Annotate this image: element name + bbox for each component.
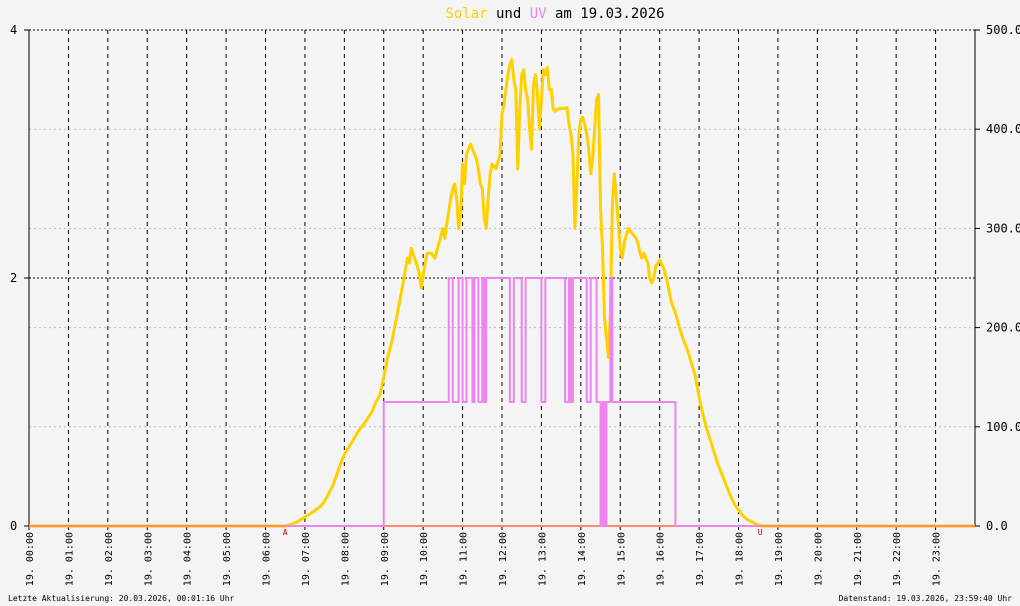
y-left-tick-label: 4 — [10, 23, 17, 37]
series-line-uv — [29, 277, 975, 527]
y-left-ticks: 0 2 4 — [10, 23, 29, 533]
x-tick-label: 19. 18:00 — [735, 532, 746, 586]
chart-title: Solar und UV am 19.03.2026 — [445, 6, 664, 22]
y-right-tick-label: 500.0 — [986, 23, 1020, 37]
title-solar: Solar — [445, 6, 487, 22]
x-tick-label: 19. 11:00 — [459, 532, 470, 586]
y-right-tick-label: 400.0 — [986, 122, 1020, 136]
x-tick-label: 19. 19:00 — [774, 532, 785, 586]
x-tick-label: 19. 20:00 — [813, 532, 824, 586]
y-right-tick-label: 300.0 — [986, 221, 1020, 235]
x-tick-label: 19. 10:00 — [419, 532, 430, 586]
y-right-tick-label: 200.0 — [986, 321, 1020, 335]
x-tick-label: 19. 16:00 — [656, 532, 667, 586]
y-right-tick-label: 100.0 — [986, 420, 1020, 434]
x-ticks: 19. 00:00 19. 01:00 19. 02:00 19. 03:00 19. … — [25, 526, 943, 586]
x-tick-label: 19. 02:00 — [104, 532, 115, 586]
x-tick-label: 19. 00:00 — [25, 532, 36, 586]
x-tick-label: 19. 15:00 — [616, 532, 627, 586]
x-tick-label: 19. 22:00 — [892, 532, 903, 586]
x-tick-label: 19. 21:00 — [853, 532, 864, 586]
series-layer — [29, 58, 975, 528]
x-tick-label: 19. 14:00 — [577, 532, 588, 586]
title-date: am 19.03.2026 — [547, 6, 665, 22]
sunset-marker: U — [758, 528, 763, 537]
title-und: und — [488, 6, 530, 22]
x-tick-label: 19. 08:00 — [340, 532, 351, 586]
x-tick-label: 19. 05:00 — [222, 532, 233, 586]
x-tick-label: 19. 12:00 — [498, 532, 509, 586]
y-left-tick-label: 0 — [10, 519, 17, 533]
x-tick-label: 19. 03:00 — [143, 532, 154, 586]
x-tick-label: 19. 09:00 — [380, 532, 391, 586]
x-tick-label: 19. 17:00 — [695, 532, 706, 586]
footer-last-update: Letzte Aktualisierung: 20.03.2026, 00:01… — [8, 594, 235, 603]
x-tick-label: 19. 23:00 — [932, 532, 943, 586]
title-uv: UV — [530, 6, 547, 22]
x-tick-label: 19. 07:00 — [301, 532, 312, 586]
x-tick-label: 19. 06:00 — [262, 532, 273, 586]
y-right-tick-label: 0.0 — [986, 519, 1008, 533]
x-tick-label: 19. 01:00 — [64, 532, 75, 586]
y-right-ticks: 0.0 100.0 200.0 300.0 400.0 500.0 — [975, 23, 1020, 533]
sunrise-marker: A — [283, 528, 288, 537]
y-left-tick-label: 2 — [10, 271, 17, 285]
x-tick-label: 19. 13:00 — [537, 532, 548, 586]
footer-data-state: Datenstand: 19.03.2026, 23:59:40 Uhr — [839, 594, 1013, 603]
series-line-solar — [29, 58, 975, 528]
x-tick-label: 19. 04:00 — [183, 532, 194, 586]
